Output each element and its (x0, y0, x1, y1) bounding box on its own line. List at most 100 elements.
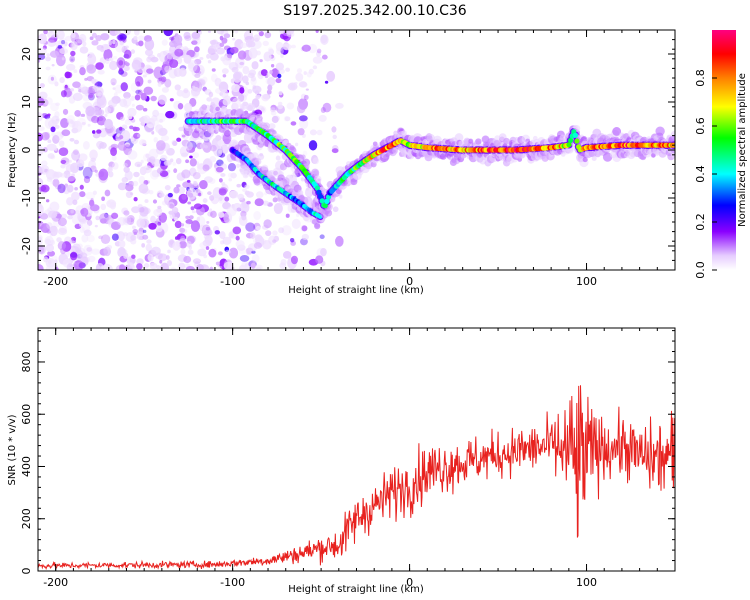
noise-blob (92, 132, 101, 139)
noise-blob (51, 115, 60, 125)
ridge-halo (282, 177, 290, 185)
noise-blob (265, 230, 272, 237)
ridge-halo (215, 106, 220, 112)
noise-blob (228, 231, 235, 239)
noise-blob (69, 55, 76, 63)
noise-blob (98, 168, 109, 181)
noise-blob (142, 229, 147, 233)
noise-blob (51, 131, 56, 137)
noise-blob (244, 184, 250, 190)
noise-blob (169, 158, 174, 163)
noise-blob (125, 191, 133, 199)
noise-blob (260, 107, 265, 112)
noise-blob (169, 203, 175, 209)
noise-blob (64, 84, 68, 89)
noise-blob (191, 210, 196, 214)
noise-blob (125, 62, 130, 67)
noise-blob (318, 114, 327, 122)
noise-blob (165, 110, 175, 119)
noise-blob (320, 34, 328, 44)
noise-blob (136, 231, 144, 241)
noise-blob (131, 254, 136, 259)
noise-blob (111, 155, 117, 161)
noise-blob (38, 246, 45, 254)
noise-blob (176, 137, 182, 142)
noise-blob (139, 117, 145, 123)
noise-blob (81, 234, 89, 243)
noise-blob (153, 208, 163, 217)
noise-blob (141, 140, 147, 146)
noise-blob (298, 115, 308, 122)
noise-blob (218, 265, 223, 269)
noise-blob (179, 227, 186, 233)
noise-blob (239, 254, 250, 262)
noise-blob (119, 134, 124, 140)
noise-blob (59, 48, 69, 55)
noise-blob (111, 82, 116, 86)
noise-blob (57, 45, 63, 49)
noise-blob (222, 236, 232, 245)
noise-blob (209, 156, 217, 163)
noise-blob (45, 199, 50, 203)
noise-blob (212, 43, 220, 50)
noise-blob (70, 162, 80, 174)
noise-blob (109, 60, 118, 71)
colorbar-gradient (712, 30, 736, 270)
noise-blob (267, 47, 274, 52)
noise-blob (146, 239, 152, 244)
noise-blob (208, 208, 213, 212)
noise-blob (153, 66, 164, 79)
noise-blob (191, 37, 201, 46)
noise-blob (211, 68, 216, 72)
noise-blob (254, 234, 263, 242)
noise-blob (71, 32, 76, 39)
noise-blob (262, 200, 269, 206)
noise-blob (86, 234, 95, 243)
noise-blob (47, 113, 51, 117)
noise-blob (220, 173, 226, 177)
noise-blob (250, 262, 256, 269)
noise-blob (232, 226, 242, 235)
ridge-halo (297, 189, 304, 196)
colorbar-tick-label: 0.6 (694, 117, 707, 135)
noise-blob (291, 218, 301, 229)
noise-blob (116, 57, 126, 69)
x-tick-label: -100 (220, 576, 245, 589)
noise-blob (97, 116, 104, 122)
noise-blob (50, 102, 59, 112)
noise-blob (82, 93, 92, 102)
noise-blob (68, 239, 75, 244)
noise-blob (173, 186, 180, 194)
noise-blob (156, 112, 166, 123)
noise-blob (287, 82, 298, 91)
x-tick-label: 100 (576, 275, 597, 288)
noise-blob (118, 60, 124, 66)
noise-blob (301, 233, 310, 240)
ridge-core (325, 194, 332, 200)
noise-blob (312, 56, 323, 64)
noise-blob (137, 67, 146, 74)
noise-blob (130, 234, 137, 241)
noise-blob (138, 183, 149, 194)
noise-blob (221, 37, 228, 44)
noise-blob (315, 255, 324, 264)
noise-blob (138, 206, 145, 213)
noise-blob (91, 115, 100, 124)
ridge-halo (224, 130, 231, 137)
noise-blob (60, 213, 68, 219)
noise-blob (132, 180, 139, 187)
noise-blob (167, 249, 171, 254)
y-tick-label: -10 (20, 189, 33, 207)
noise-blob (71, 191, 80, 201)
noise-blob (189, 155, 193, 159)
noise-blob (92, 106, 100, 113)
noise-blob (178, 126, 184, 132)
noise-blob (60, 118, 69, 129)
noise-blob (58, 147, 69, 157)
noise-blob (147, 79, 152, 84)
noise-blob (184, 102, 193, 113)
noise-blob (300, 93, 307, 100)
noise-blob (96, 129, 102, 134)
noise-blob (191, 31, 201, 40)
